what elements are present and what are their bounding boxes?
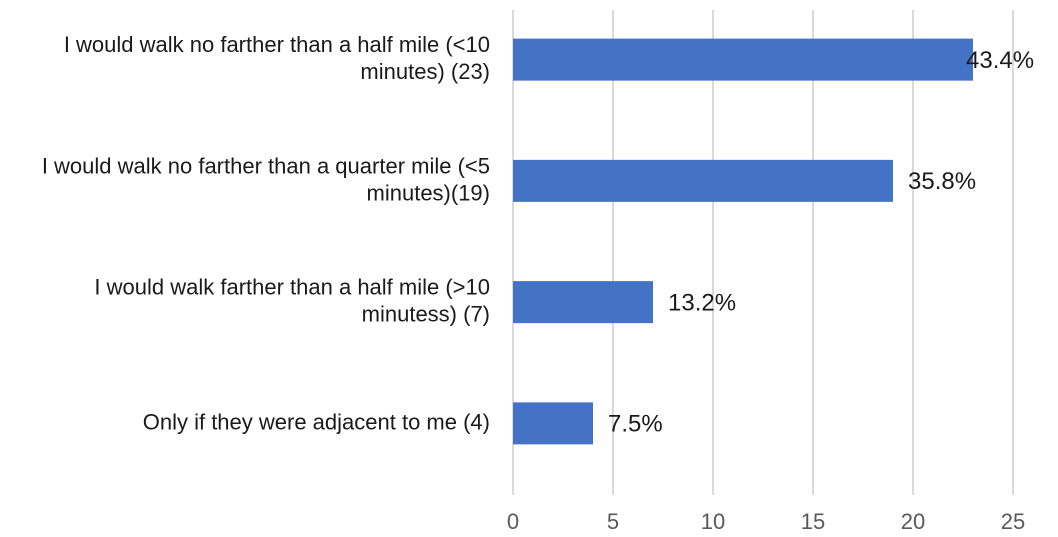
x-tick-label: 15 bbox=[801, 509, 825, 534]
y-tick-label: I would walk no farther than a half mile… bbox=[64, 32, 490, 84]
bar bbox=[513, 281, 653, 324]
bar bbox=[513, 38, 973, 81]
bar bbox=[513, 159, 893, 202]
x-tick-label: 20 bbox=[901, 509, 925, 534]
x-tick-label: 25 bbox=[1001, 509, 1025, 534]
data-label: 7.5% bbox=[608, 411, 663, 438]
data-label: 35.8% bbox=[908, 168, 976, 195]
data-label: 13.2% bbox=[668, 289, 736, 316]
y-tick-label: I would walk no farther than a quarter m… bbox=[42, 153, 490, 205]
y-tick-label: Only if they were adjacent to me (4) bbox=[143, 409, 490, 434]
y-tick-label: I would walk farther than a half mile (>… bbox=[94, 274, 490, 326]
x-tick-label: 10 bbox=[701, 509, 725, 534]
data-label: 43.4% bbox=[966, 47, 1034, 74]
x-tick-label: 0 bbox=[507, 509, 519, 534]
bar bbox=[513, 402, 593, 445]
x-tick-label: 5 bbox=[607, 509, 619, 534]
